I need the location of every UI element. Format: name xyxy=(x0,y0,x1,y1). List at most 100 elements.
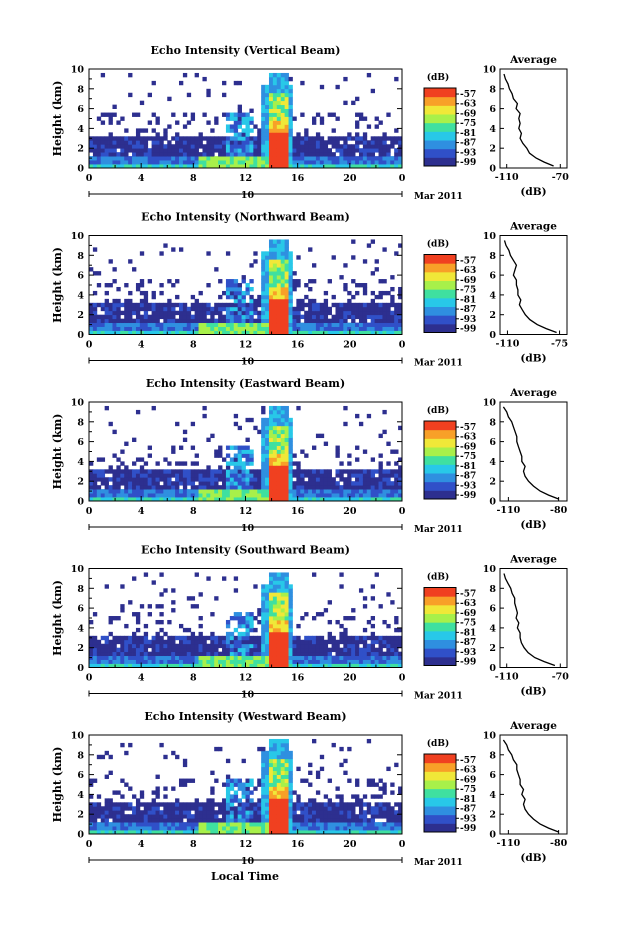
colorbar-band xyxy=(424,447,456,457)
x-tick-label: 16 xyxy=(291,839,305,850)
colorbar-tick-label: -69 xyxy=(460,109,476,119)
x-tick-label: 16 xyxy=(291,173,305,184)
colorbar-band xyxy=(424,323,456,333)
x-tick-label: 12 xyxy=(239,673,252,684)
profile-y-tick-label: 2 xyxy=(489,643,496,654)
colorbar-tick-label: -63 xyxy=(460,766,476,776)
x-tick-label: 4 xyxy=(138,673,145,684)
colorbar-band xyxy=(424,656,456,666)
profile-y-tick-label: 4 xyxy=(489,790,496,801)
y-tick-label: 8 xyxy=(77,750,84,761)
colorbar-tick-label: -99 xyxy=(460,325,476,335)
profile-title: Average xyxy=(509,387,557,399)
colorbar-tick-label: -75 xyxy=(460,452,476,462)
y-axis-label: Height (km) xyxy=(51,747,64,823)
profile-y-tick-label: 8 xyxy=(489,750,496,761)
profile-y-tick-label: 6 xyxy=(489,770,496,781)
x-tick-label: 8 xyxy=(190,340,197,351)
colorbar-tick-label: -93 xyxy=(460,814,476,824)
x-tick-label: 8 xyxy=(190,673,197,684)
profile-y-tick-label: 0 xyxy=(489,497,496,508)
panel-title: Echo Intensity (Westward Beam) xyxy=(144,710,346,723)
y-axis-label: Height (km) xyxy=(51,247,64,323)
profile-y-tick-label: 0 xyxy=(489,330,496,341)
colorbar-band xyxy=(424,263,456,273)
colorbar-band xyxy=(424,613,456,623)
y-tick-label: 2 xyxy=(77,643,84,654)
colorbar-tick-label: -75 xyxy=(460,785,476,795)
profile-title: Average xyxy=(509,554,557,566)
colorbar-tick-label: -57 xyxy=(460,590,476,600)
panel-title: Echo Intensity (Southward Beam) xyxy=(141,544,350,557)
profile-x-label: (dB) xyxy=(520,686,546,698)
profile-x-label: (dB) xyxy=(520,353,546,365)
profile-x-tick-label: -110 xyxy=(495,172,519,183)
y-tick-label: 4 xyxy=(77,124,84,135)
panel-2: Echo Intensity (Eastward Beam) 0 2 4 6 8 10 Hei… xyxy=(51,377,568,535)
profile-y-tick-label: 2 xyxy=(489,477,496,488)
colorbar-band xyxy=(424,289,456,299)
x-tick-label: 0 xyxy=(86,173,93,184)
x-tick-label: 12 xyxy=(239,173,252,184)
colorbar-band xyxy=(424,754,456,764)
colorbar-tick-label: -99 xyxy=(460,158,476,168)
profile-y-tick-label: 0 xyxy=(489,164,496,175)
colorbar-band xyxy=(424,429,456,439)
x-tick-label: 12 xyxy=(239,506,252,517)
y-tick-label: 2 xyxy=(77,477,84,488)
colorbar-tick-label: -69 xyxy=(460,276,476,286)
colorbar-band xyxy=(424,421,456,431)
profile-line xyxy=(503,573,556,667)
colorbar-tick-label: -81 xyxy=(460,295,476,305)
heatmap-cells xyxy=(89,239,403,335)
y-tick-label: 6 xyxy=(77,437,84,448)
profile-x-tick-label: -110 xyxy=(496,838,520,849)
profile-title: Average xyxy=(509,720,557,732)
x-tick-label: 20 xyxy=(343,673,357,684)
profile-y-tick-label: 4 xyxy=(489,124,496,135)
y-tick-label: 4 xyxy=(77,457,84,468)
x-tick-label: 8 xyxy=(190,173,197,184)
colorbar-band xyxy=(424,114,456,124)
x-tick-label: 0 xyxy=(399,340,406,351)
x-tick-label: 4 xyxy=(138,340,145,351)
colorbar-unit: (dB) xyxy=(427,572,449,583)
colorbar-tick-label: -69 xyxy=(460,609,476,619)
colorbar-tick-label: -75 xyxy=(460,286,476,296)
y-tick-label: 0 xyxy=(77,330,84,341)
colorbar-band xyxy=(424,280,456,290)
y-tick-label: 8 xyxy=(77,417,84,428)
x-tick-label: 8 xyxy=(190,506,197,517)
x-tick-label: 0 xyxy=(86,673,93,684)
colorbar-band xyxy=(424,762,456,772)
colorbar-tick-label: -81 xyxy=(460,462,476,472)
colorbar-band xyxy=(424,490,456,500)
profile-line xyxy=(502,406,559,500)
panel-0: Echo Intensity (Vertical Beam) 0 2 4 6 8 10 Hei… xyxy=(51,44,569,202)
panel-title: Echo Intensity (Northward Beam) xyxy=(141,211,350,224)
colorbar-band xyxy=(424,306,456,316)
profile-y-tick-label: 8 xyxy=(489,251,496,262)
panel-title: Echo Intensity (Vertical Beam) xyxy=(150,44,340,57)
date-tick-label: 10 xyxy=(241,357,255,368)
colorbar-unit: (dB) xyxy=(427,738,449,749)
colorbar-tick-label: -99 xyxy=(460,824,476,834)
profile-x-label: (dB) xyxy=(520,852,546,864)
heatmap-cells xyxy=(89,405,403,502)
colorbar-band xyxy=(424,481,456,491)
colorbar-band xyxy=(424,122,456,132)
profile-y-tick-label: 10 xyxy=(483,564,497,575)
x-tick-label: 12 xyxy=(239,839,252,850)
x-tick-label: 0 xyxy=(399,673,406,684)
x-tick-label: 0 xyxy=(86,506,93,517)
colorbar-tick-label: -81 xyxy=(460,628,476,638)
profile-y-tick-label: 2 xyxy=(489,144,496,155)
colorbar-band xyxy=(424,438,456,448)
date-tick-label: 10 xyxy=(241,690,255,701)
colorbar-tick-label: -99 xyxy=(460,658,476,668)
colorbar-band xyxy=(424,780,456,790)
x-tick-label: 20 xyxy=(343,506,357,517)
profile-y-tick-label: 4 xyxy=(489,623,496,634)
x-tick-label: 20 xyxy=(343,839,357,850)
colorbar-band xyxy=(424,297,456,307)
